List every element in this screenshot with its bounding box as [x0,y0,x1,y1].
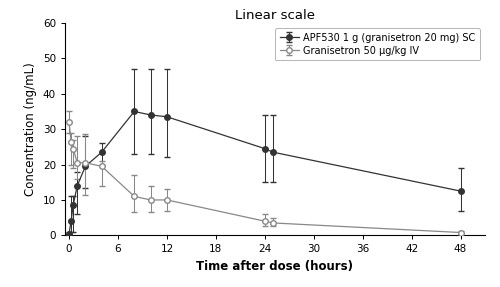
Legend: APF530 1 g (granisetron 20 mg) SC, Granisetron 50 μg/kg IV: APF530 1 g (granisetron 20 mg) SC, Grani… [275,28,480,61]
X-axis label: Time after dose (hours): Time after dose (hours) [196,260,354,273]
Title: Linear scale: Linear scale [235,9,315,22]
Y-axis label: Concentration (ng/mL): Concentration (ng/mL) [24,62,38,196]
